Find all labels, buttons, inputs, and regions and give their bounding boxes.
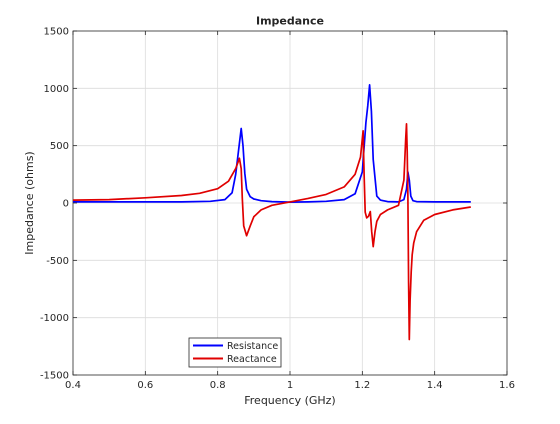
y-tick-label: 1500 <box>44 27 69 38</box>
tick-layer: 0.4 0.6 0.8 1 1.2 1.4 1.6 -1500 -1000 -500 0 500 100… <box>40 27 515 392</box>
y-axis-label: Impedance (ohms) <box>23 151 36 254</box>
legend-box <box>188 337 282 368</box>
y-tick-label: 1000 <box>44 84 69 95</box>
x-tick-label: 1.6 <box>499 380 515 391</box>
x-tick-label: 1.4 <box>427 380 443 391</box>
x-tick-label: 1 <box>287 380 293 391</box>
y-tick-label: 500 <box>50 141 69 152</box>
legend-label-reactance: Reactance <box>227 354 277 365</box>
x-tick-label: 0.4 <box>65 380 81 391</box>
x-tick-label: 0.6 <box>137 380 153 391</box>
chart-title: Impedance <box>256 15 324 28</box>
legend-label-resistance: Resistance <box>227 341 278 352</box>
y-tick-label: -1500 <box>40 371 69 382</box>
x-tick-label: 0.8 <box>210 380 226 391</box>
y-tick-label: -500 <box>46 256 69 267</box>
legend: Resistance Reactance <box>188 337 282 368</box>
series-line-reactance <box>72 123 471 341</box>
y-tick-label: -1000 <box>40 313 69 324</box>
x-axis-label: Frequency (GHz) <box>244 394 335 407</box>
series-line-resistance <box>73 84 471 203</box>
x-tick-label: 1.2 <box>354 380 370 391</box>
grid <box>73 31 507 375</box>
y-tick-label: 0 <box>63 199 69 210</box>
series-layer <box>72 84 471 341</box>
